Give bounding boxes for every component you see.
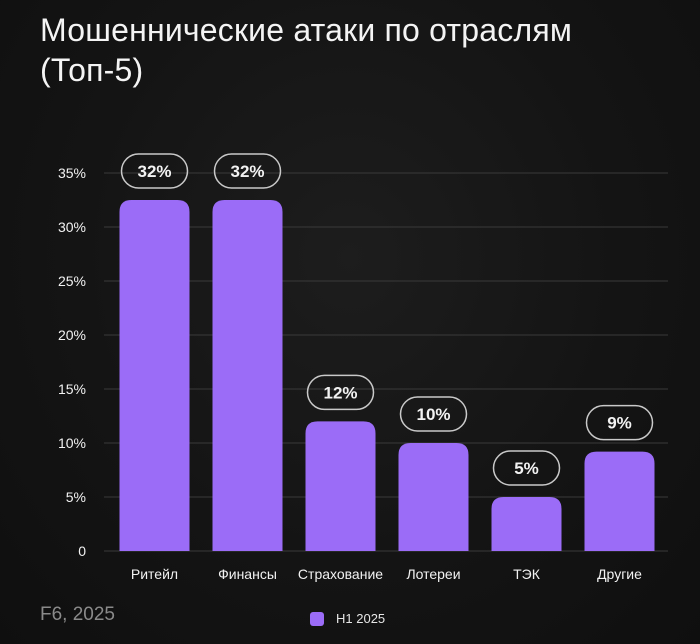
y-tick-label: 5% [66, 489, 86, 505]
data-label-pill [399, 396, 468, 432]
chart-title-line-2: (Топ-5) [40, 52, 144, 88]
x-tick-label: Страхование [298, 566, 383, 582]
bar [119, 200, 190, 551]
data-label: 12% [323, 383, 357, 402]
legend-label: H1 2025 [336, 611, 386, 626]
x-tick-label: Ритейл [131, 566, 178, 582]
data-label: 10% [416, 405, 450, 424]
source-label: F6, 2025 [40, 604, 115, 625]
data-label-pill [306, 374, 375, 411]
bar [305, 421, 376, 551]
legend-swatch [310, 611, 324, 626]
y-tick-label: 15% [58, 381, 86, 397]
data-label-pill [120, 153, 189, 189]
legend: H1 2025 [310, 611, 385, 626]
data-label-pill [213, 153, 282, 189]
data-label-pill [492, 450, 561, 486]
y-tick-label: 10% [58, 435, 86, 451]
data-label: 9% [607, 414, 632, 433]
x-tick-label: Другие [597, 566, 642, 582]
x-tick-label: Финансы [218, 566, 277, 582]
bar [584, 451, 655, 551]
data-label: 32% [137, 162, 171, 181]
bar [398, 443, 469, 551]
data-label: 5% [514, 459, 539, 478]
chart-title: Мошеннические атаки по отраслям (Топ-5) [40, 10, 660, 90]
chart-title-line-1: Мошеннические атаки по отраслям [40, 12, 573, 48]
bar [212, 200, 283, 551]
y-tick-label: 25% [58, 273, 86, 289]
x-tick-label: ТЭК [513, 566, 541, 582]
y-tick-label: 20% [58, 327, 86, 343]
y-tick-label: 0 [78, 543, 86, 559]
y-tick-label: 35% [58, 165, 86, 181]
data-label: 32% [230, 162, 264, 181]
bar [491, 497, 562, 551]
x-tick-label: Лотереи [406, 566, 460, 582]
data-label-pill [585, 404, 654, 441]
y-tick-label: 30% [58, 219, 86, 235]
bar-chart: 0 5% 10% 15% 20% 25% 30% 35% 32% Ритейл 32% Финансы… [58, 153, 668, 582]
